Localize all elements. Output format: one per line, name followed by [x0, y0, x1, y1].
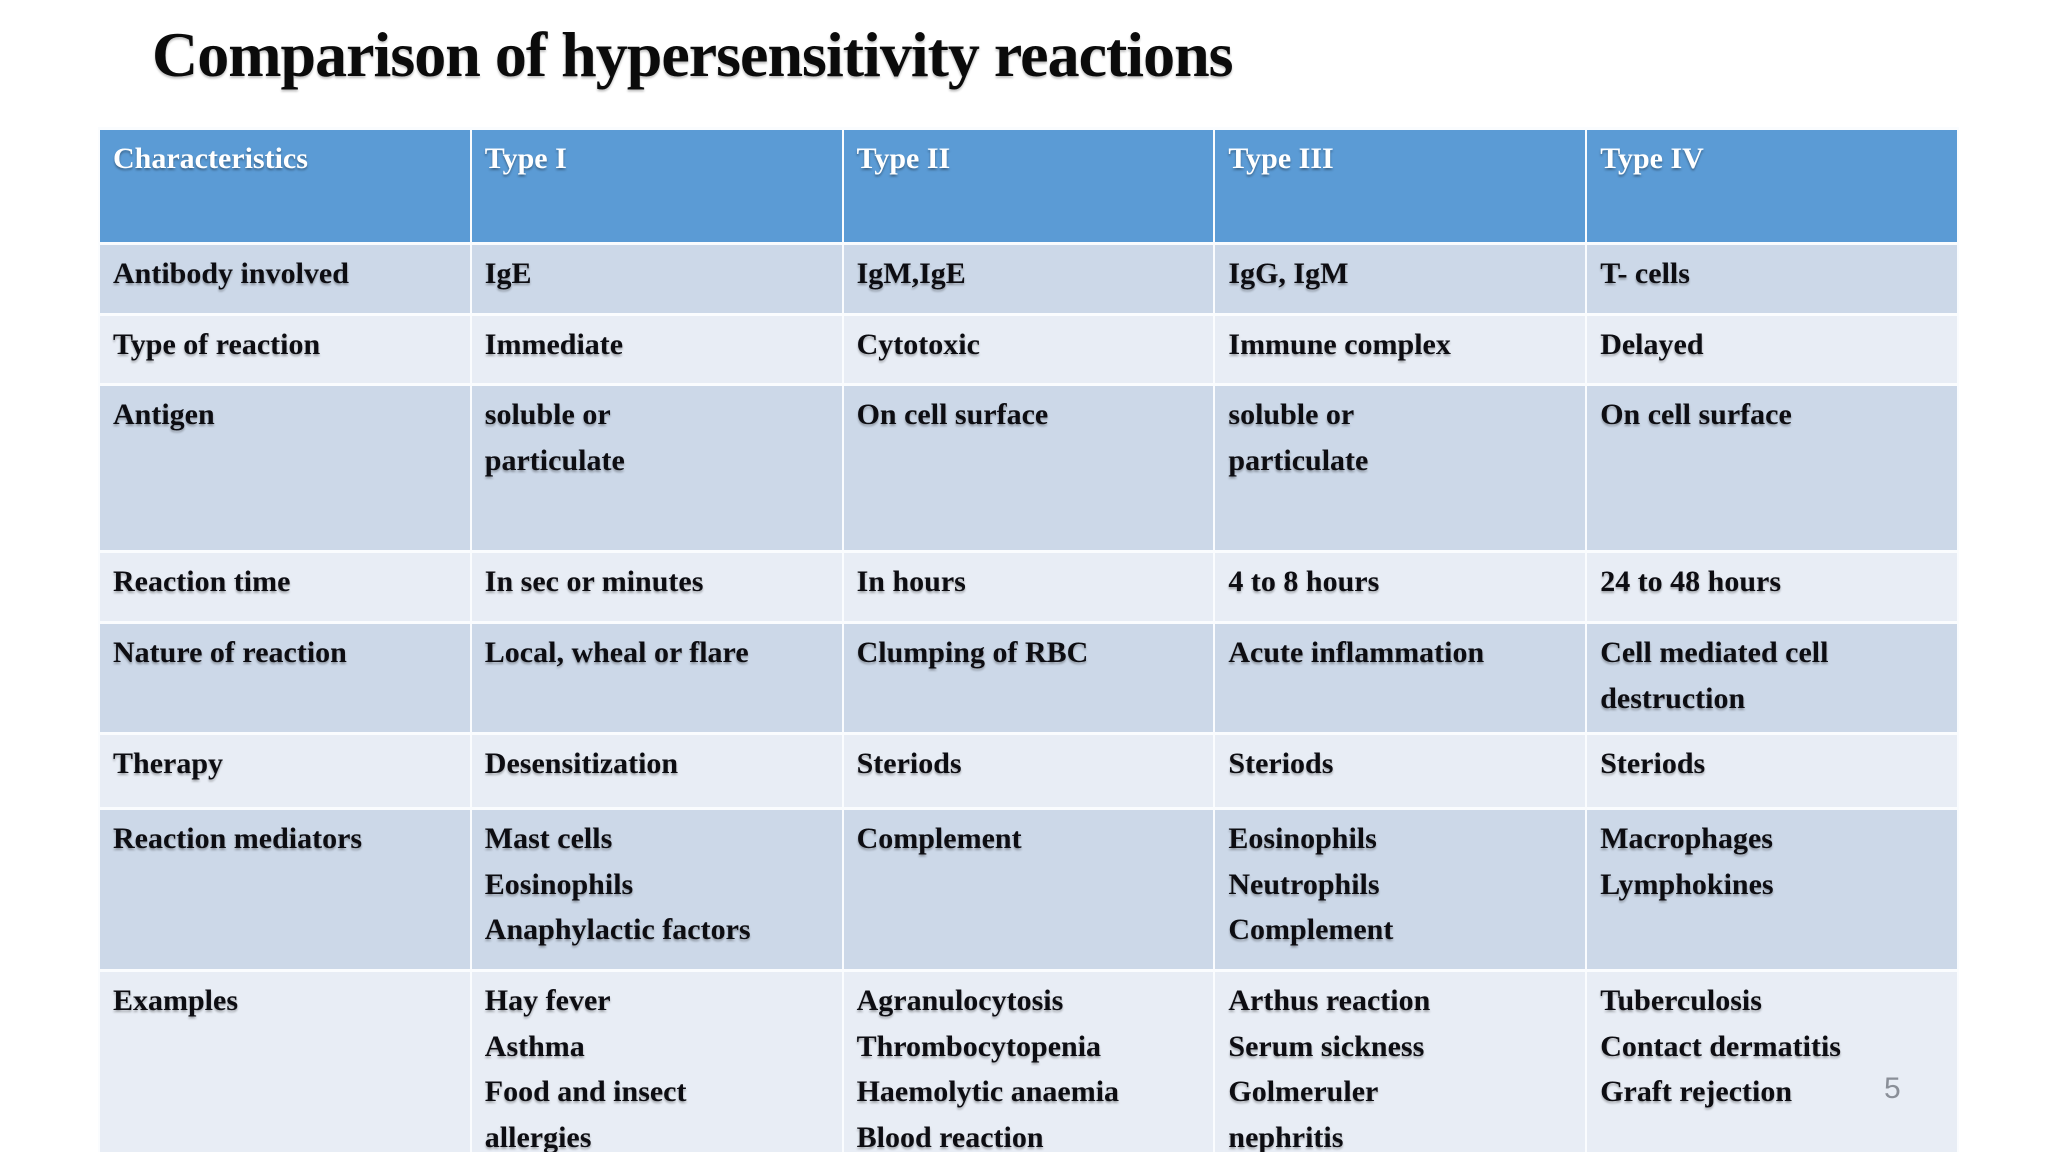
table-cell: Acute inflammation — [1213, 621, 1588, 735]
table-cell: On cell surface — [1585, 383, 1959, 553]
column-header: Type III — [1213, 127, 1588, 245]
table-cell: Arthus reaction Serum sickness Golmerule… — [1213, 969, 1588, 1152]
table-cell: Local, wheal or flare — [469, 621, 844, 735]
row-label: Nature of reaction — [98, 621, 472, 735]
table-row: Therapy Desensitization Steriods Steriods St… — [98, 732, 1959, 810]
table-row: Examples Hay fever Asthma Food and insect… — [98, 969, 1959, 1152]
table-row: Type of reaction Immediate Cytotoxic Immune… — [98, 313, 1959, 386]
table-cell: soluble or particulate — [1213, 383, 1588, 553]
table-body: Antibody involved IgE IgM,IgE IgG, IgM T- ce… — [98, 242, 1959, 1152]
column-header: Type IV — [1585, 127, 1959, 245]
table-cell: IgM,IgE — [841, 242, 1216, 316]
table-cell: Eosinophils Neutrophils Complement — [1213, 807, 1588, 972]
table-cell: Tuberculosis Contact dermatitis Graft re… — [1585, 969, 1959, 1152]
table-cell: Clumping of RBC — [841, 621, 1216, 735]
row-label: Type of reaction — [98, 313, 472, 386]
row-label: Antibody involved — [98, 242, 472, 316]
table-cell: T- cells — [1585, 242, 1959, 316]
page-number: 5 — [1884, 1072, 1901, 1105]
comparison-table: Characteristics Type I Type II Type III Type… — [98, 127, 1959, 1152]
table-cell: Steriods — [1213, 732, 1588, 810]
table-row: Reaction mediators Mast cells Eosinophils… — [98, 807, 1959, 972]
table-cell: IgG, IgM — [1213, 242, 1588, 316]
table-cell: Steriods — [1585, 732, 1959, 810]
row-label: Examples — [98, 969, 472, 1152]
table-header: Characteristics Type I Type II Type III Type… — [98, 127, 1959, 245]
table-cell: Complement — [841, 807, 1216, 972]
table-cell: Cytotoxic — [841, 313, 1216, 386]
table-cell: Immediate — [469, 313, 844, 386]
header-row: Characteristics Type I Type II Type III Type… — [98, 127, 1959, 245]
table-cell: 4 to 8 hours — [1213, 550, 1588, 624]
table-cell: soluble or particulate — [469, 383, 844, 553]
row-label: Reaction time — [98, 550, 472, 624]
table-cell: Delayed — [1585, 313, 1959, 386]
table-row: Nature of reaction Local, wheal or flare C… — [98, 621, 1959, 735]
table-row: Antibody involved IgE IgM,IgE IgG, IgM T- ce… — [98, 242, 1959, 316]
table-cell: In hours — [841, 550, 1216, 624]
table-row: Antigen soluble or particulate On cell sur… — [98, 383, 1959, 553]
row-label: Reaction mediators — [98, 807, 472, 972]
table-cell: Cell mediated cell destruction — [1585, 621, 1959, 735]
table-cell: Agranulocytosis Thrombocytopenia Haemoly… — [841, 969, 1216, 1152]
column-header: Type I — [469, 127, 844, 245]
table-cell: Macrophages Lymphokines — [1585, 807, 1959, 972]
table-cell: In sec or minutes — [469, 550, 844, 624]
column-header: Type II — [841, 127, 1216, 245]
slide-title: Comparison of hypersensitivity reactions — [152, 19, 1234, 90]
table-cell: Mast cells Eosinophils Anaphylactic fact… — [469, 807, 844, 972]
row-label: Therapy — [98, 732, 472, 810]
table-cell: Hay fever Asthma Food and insect allergi… — [469, 969, 844, 1152]
table-cell: Desensitization — [469, 732, 844, 810]
row-label: Antigen — [98, 383, 472, 553]
table-cell: Immune complex — [1213, 313, 1588, 386]
table-cell: Steriods — [841, 732, 1216, 810]
table-cell: 24 to 48 hours — [1585, 550, 1959, 624]
table-cell: On cell surface — [841, 383, 1216, 553]
table-row: Reaction time In sec or minutes In hours 4 … — [98, 550, 1959, 624]
column-header: Characteristics — [98, 127, 472, 245]
table-cell: IgE — [469, 242, 844, 316]
